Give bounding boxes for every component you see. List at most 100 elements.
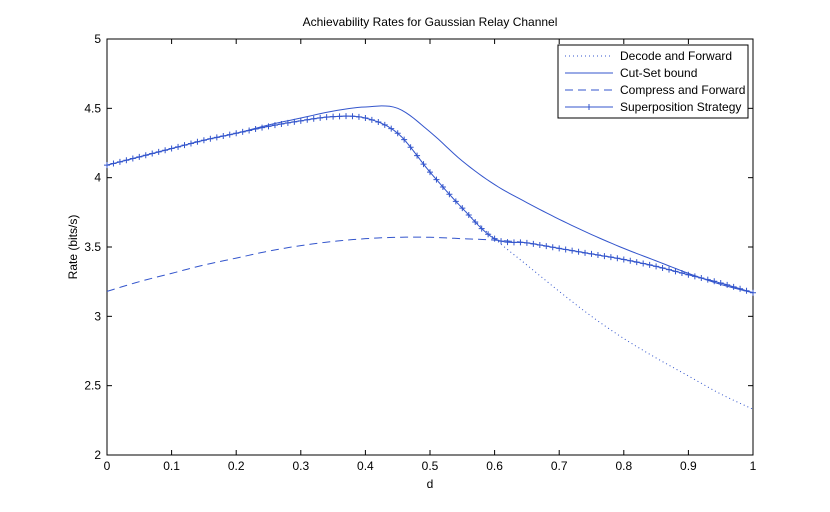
series-marker — [168, 145, 175, 152]
series-marker — [459, 205, 466, 212]
series-marker — [388, 125, 395, 132]
series-marker — [594, 252, 601, 259]
x-tick-label: 0.9 — [680, 459, 697, 473]
series-marker — [620, 256, 627, 263]
series-marker — [691, 273, 698, 280]
series-marker — [472, 219, 479, 226]
series-marker — [536, 241, 543, 248]
series-marker — [523, 239, 530, 246]
series-marker — [233, 130, 240, 137]
series-marker — [633, 259, 640, 266]
x-tick-label: 0.1 — [163, 459, 180, 473]
series-marker — [368, 116, 375, 123]
series-marker — [175, 143, 182, 150]
series-marker — [420, 161, 427, 168]
legend-box — [557, 44, 749, 119]
series-marker — [129, 155, 136, 162]
series-marker — [265, 123, 272, 130]
series-marker — [678, 270, 685, 277]
series-marker — [569, 247, 576, 254]
series-marker — [291, 118, 298, 125]
y-tick-label: 2.5 — [84, 379, 101, 393]
y-tick-label: 3 — [94, 309, 101, 323]
legend-label-0: Decode and Forward — [620, 49, 732, 63]
series-marker — [439, 184, 446, 191]
series-markers-3 — [104, 113, 756, 296]
series-marker — [278, 120, 285, 127]
y-tick-label: 5 — [94, 32, 101, 46]
series-marker — [323, 114, 330, 121]
x-tick-label: 0.2 — [228, 459, 245, 473]
chart-title: Achievability Rates for Gaussian Relay C… — [303, 15, 558, 29]
series-marker — [149, 150, 156, 157]
legend-label-1: Cut-Set bound — [620, 66, 697, 80]
series-marker — [187, 140, 194, 147]
series-marker — [123, 157, 130, 164]
series-marker — [549, 244, 556, 251]
y-tick-label: 4.5 — [84, 101, 101, 115]
series-marker — [336, 113, 343, 120]
series-marker — [562, 246, 569, 253]
series-marker — [659, 264, 666, 271]
x-tick-label: 0.5 — [422, 459, 439, 473]
series-marker — [220, 133, 227, 140]
axis-ticks: 0 0.1 0.2 0.3 0.4 0.5 0.6 0.7 0.8 0.9 1 2 2.5 3 3.5 4 4.… — [84, 32, 756, 473]
series-marker — [330, 113, 337, 120]
x-tick-label: 0.4 — [357, 459, 374, 473]
series-marker — [239, 128, 246, 135]
series-marker — [607, 254, 614, 261]
series-marker — [452, 198, 459, 205]
series-marker — [394, 130, 401, 137]
y-tick-label: 4 — [94, 171, 101, 185]
series-marker — [259, 124, 266, 131]
series-marker — [427, 169, 433, 176]
series-marker — [478, 225, 485, 232]
series-marker — [142, 152, 149, 159]
series-marker — [297, 117, 304, 124]
x-tick-label: 1 — [750, 459, 757, 473]
series-marker — [271, 122, 278, 129]
legend: Decode and Forward Cut-Set bound Compress … — [557, 44, 749, 119]
series-marker — [640, 260, 647, 267]
series-marker — [155, 148, 162, 155]
series-marker — [381, 121, 388, 128]
series-marker — [627, 257, 634, 264]
series-marker — [704, 276, 711, 283]
legend-marker — [586, 104, 592, 110]
series-marker — [162, 147, 169, 154]
series-marker — [588, 250, 595, 257]
x-tick-label: 0 — [104, 459, 111, 473]
series-marker — [510, 239, 517, 246]
series-marker — [582, 249, 589, 256]
series-marker — [355, 113, 362, 120]
series-marker — [666, 266, 673, 273]
y-tick-label: 2 — [94, 448, 101, 462]
series-marker — [433, 176, 440, 183]
series-marker — [252, 126, 259, 133]
y-axis-label: Rate (bits/s) — [66, 215, 80, 280]
series-marker — [575, 248, 582, 255]
series-marker — [194, 138, 201, 145]
series-marker — [698, 274, 705, 281]
series-marker — [530, 240, 537, 247]
legend-label-3: Superposition Strategy — [620, 100, 741, 114]
series-marker — [401, 136, 408, 143]
series-marker — [653, 263, 660, 270]
series-marker — [750, 289, 756, 296]
series-marker — [310, 115, 317, 122]
series-marker — [646, 261, 653, 268]
series-marker — [601, 253, 608, 260]
series-marker — [116, 158, 123, 165]
series-marker — [498, 238, 505, 245]
series-marker — [375, 119, 382, 126]
x-tick-label: 0.3 — [292, 459, 309, 473]
series-marker — [407, 144, 414, 151]
series-marker — [317, 114, 324, 121]
x-tick-label: 0.8 — [615, 459, 632, 473]
series-marker — [246, 127, 253, 134]
series-marker — [543, 243, 550, 250]
series-marker — [213, 134, 220, 141]
series-marker — [207, 135, 214, 142]
series-marker — [504, 239, 511, 246]
series-marker — [743, 287, 750, 294]
